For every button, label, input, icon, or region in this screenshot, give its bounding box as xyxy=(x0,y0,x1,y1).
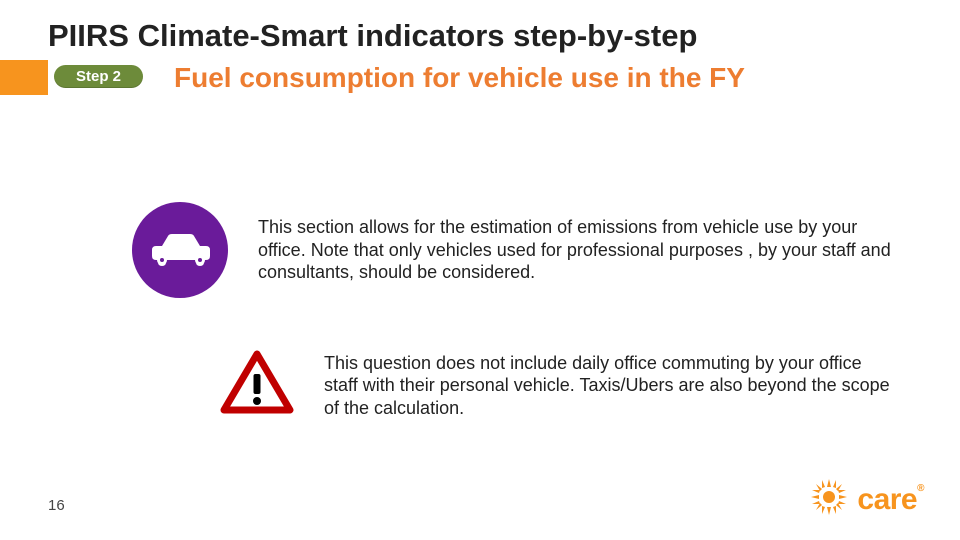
warning-icon xyxy=(220,350,294,421)
vehicle-icon xyxy=(130,200,230,300)
accent-strip xyxy=(0,60,48,95)
section-warning: This question does not include daily off… xyxy=(220,350,900,421)
page-title: PIIRS Climate-Smart indicators step-by-s… xyxy=(48,18,697,54)
section2-text: This question does not include daily off… xyxy=(324,352,900,420)
logo-text: care® xyxy=(857,483,924,517)
step-badge: Step 2 xyxy=(54,65,143,88)
section1-text: This section allows for the estimation o… xyxy=(258,216,900,284)
sunburst-icon xyxy=(809,477,849,522)
care-logo: care® xyxy=(809,477,924,522)
section-vehicle: This section allows for the estimation o… xyxy=(130,200,900,300)
subtitle: Fuel consumption for vehicle use in the … xyxy=(174,62,745,94)
slide: PIIRS Climate-Smart indicators step-by-s… xyxy=(0,0,960,540)
page-number: 16 xyxy=(48,497,65,514)
